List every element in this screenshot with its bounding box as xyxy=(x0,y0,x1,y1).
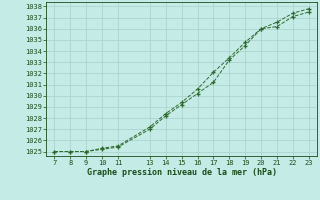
X-axis label: Graphe pression niveau de la mer (hPa): Graphe pression niveau de la mer (hPa) xyxy=(87,168,276,177)
